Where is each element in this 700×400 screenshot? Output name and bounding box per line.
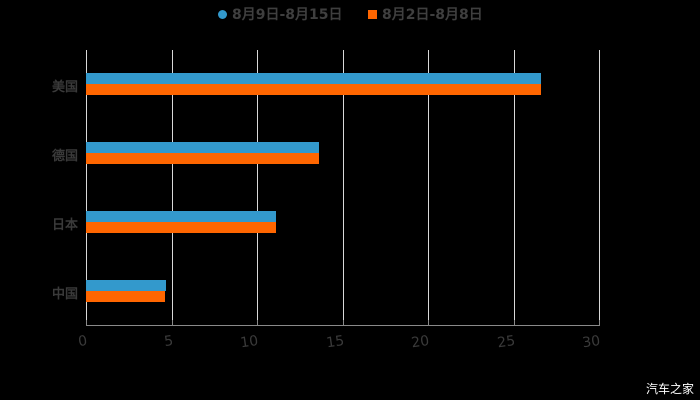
legend-square-marker-icon: [368, 9, 377, 19]
gridline: [257, 50, 258, 326]
bar-aug2-8[interactable]: [86, 84, 541, 95]
gridline: [172, 50, 173, 326]
x-tick-label: 30: [581, 333, 602, 352]
x-tick-label: 5: [163, 333, 175, 351]
x-tick-label: 25: [496, 333, 517, 352]
bar-aug9-15[interactable]: [86, 280, 166, 291]
bar-aug9-15[interactable]: [86, 211, 276, 222]
gridline: [343, 50, 344, 326]
legend-item-aug2-8[interactable]: 8月2日-8月8日: [368, 4, 483, 24]
x-tick-label: 15: [325, 333, 346, 352]
plot-area: [86, 50, 600, 326]
legend-label: 8月9日-8月15日: [232, 7, 343, 23]
x-tick: [428, 320, 429, 326]
legend-label: 8月2日-8月8日: [382, 7, 483, 23]
gridline: [599, 50, 600, 326]
x-tick: [172, 320, 173, 326]
gridline: [86, 50, 87, 326]
x-tick: [599, 320, 600, 326]
category-label: 美国: [51, 80, 78, 95]
chart-legend: 8月9日-8月15日 8月2日-8月8日: [0, 4, 700, 24]
category-label: 中国: [51, 287, 78, 302]
gridline: [514, 50, 515, 326]
category-label: 德国: [51, 149, 78, 164]
watermark: 汽车之家: [645, 382, 694, 396]
x-tick: [86, 320, 87, 326]
x-tick-label: 20: [410, 333, 431, 352]
bar-aug2-8[interactable]: [86, 153, 319, 164]
bar-aug9-15[interactable]: [86, 142, 319, 153]
bar-aug9-15[interactable]: [86, 73, 541, 84]
x-tick: [343, 320, 344, 326]
bar-aug2-8[interactable]: [86, 291, 165, 302]
category-label: 日本: [51, 218, 78, 233]
x-tick: [257, 320, 258, 326]
x-tick-label: 0: [77, 333, 89, 351]
bar-aug2-8[interactable]: [86, 222, 276, 233]
legend-item-aug9-15[interactable]: 8月9日-8月15日: [218, 4, 343, 24]
legend-circle-marker-icon: [218, 9, 227, 19]
gridline: [428, 50, 429, 326]
x-tick-label: 10: [239, 333, 260, 352]
x-tick: [514, 320, 515, 326]
